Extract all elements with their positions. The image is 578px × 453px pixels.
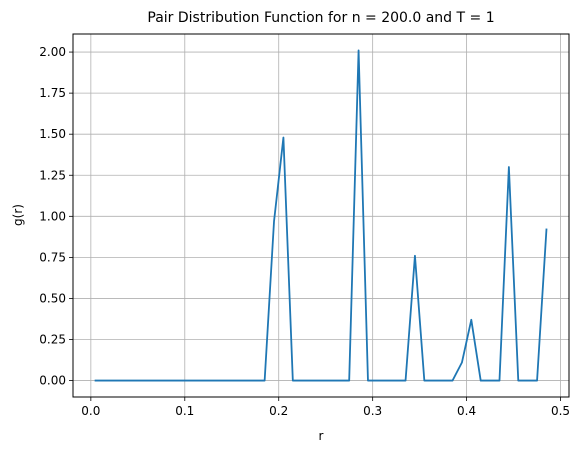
axes-frame: [72, 33, 570, 398]
grid-lines: [73, 34, 569, 397]
x-tick-label: 0.5: [551, 404, 570, 418]
x-tick-label: 0.3: [363, 404, 382, 418]
y-tick-label: 1.25: [39, 168, 66, 182]
y-axis-ticks: 0.00 0.25 0.50 0.75 1.00 1.25 1.50 1.75 2.00: [39, 45, 73, 388]
y-tick-label: 0.25: [39, 333, 66, 347]
x-tick-label: 0.0: [81, 404, 100, 418]
series-line: [94, 49, 548, 382]
y-tick-label: 0.00: [39, 374, 66, 388]
y-tick-label: 2.00: [39, 45, 66, 59]
x-axis-ticks: 0.0 0.1 0.2 0.3 0.4 0.5: [81, 397, 570, 418]
x-axis-label: r: [319, 429, 324, 443]
y-tick-label: 0.75: [39, 250, 66, 264]
y-tick-label: 1.00: [39, 209, 66, 223]
y-tick-label: 0.50: [39, 291, 66, 305]
chart-title: Pair Distribution Function for n = 200.0…: [147, 10, 494, 26]
y-axis-label: g(r): [11, 204, 25, 226]
plot-area: [94, 49, 548, 382]
y-tick-label: 1.75: [39, 86, 66, 100]
x-tick-label: 0.2: [269, 404, 288, 418]
x-tick-label: 0.4: [457, 404, 476, 418]
x-tick-label: 0.1: [175, 404, 194, 418]
y-tick-label: 1.50: [39, 127, 66, 141]
